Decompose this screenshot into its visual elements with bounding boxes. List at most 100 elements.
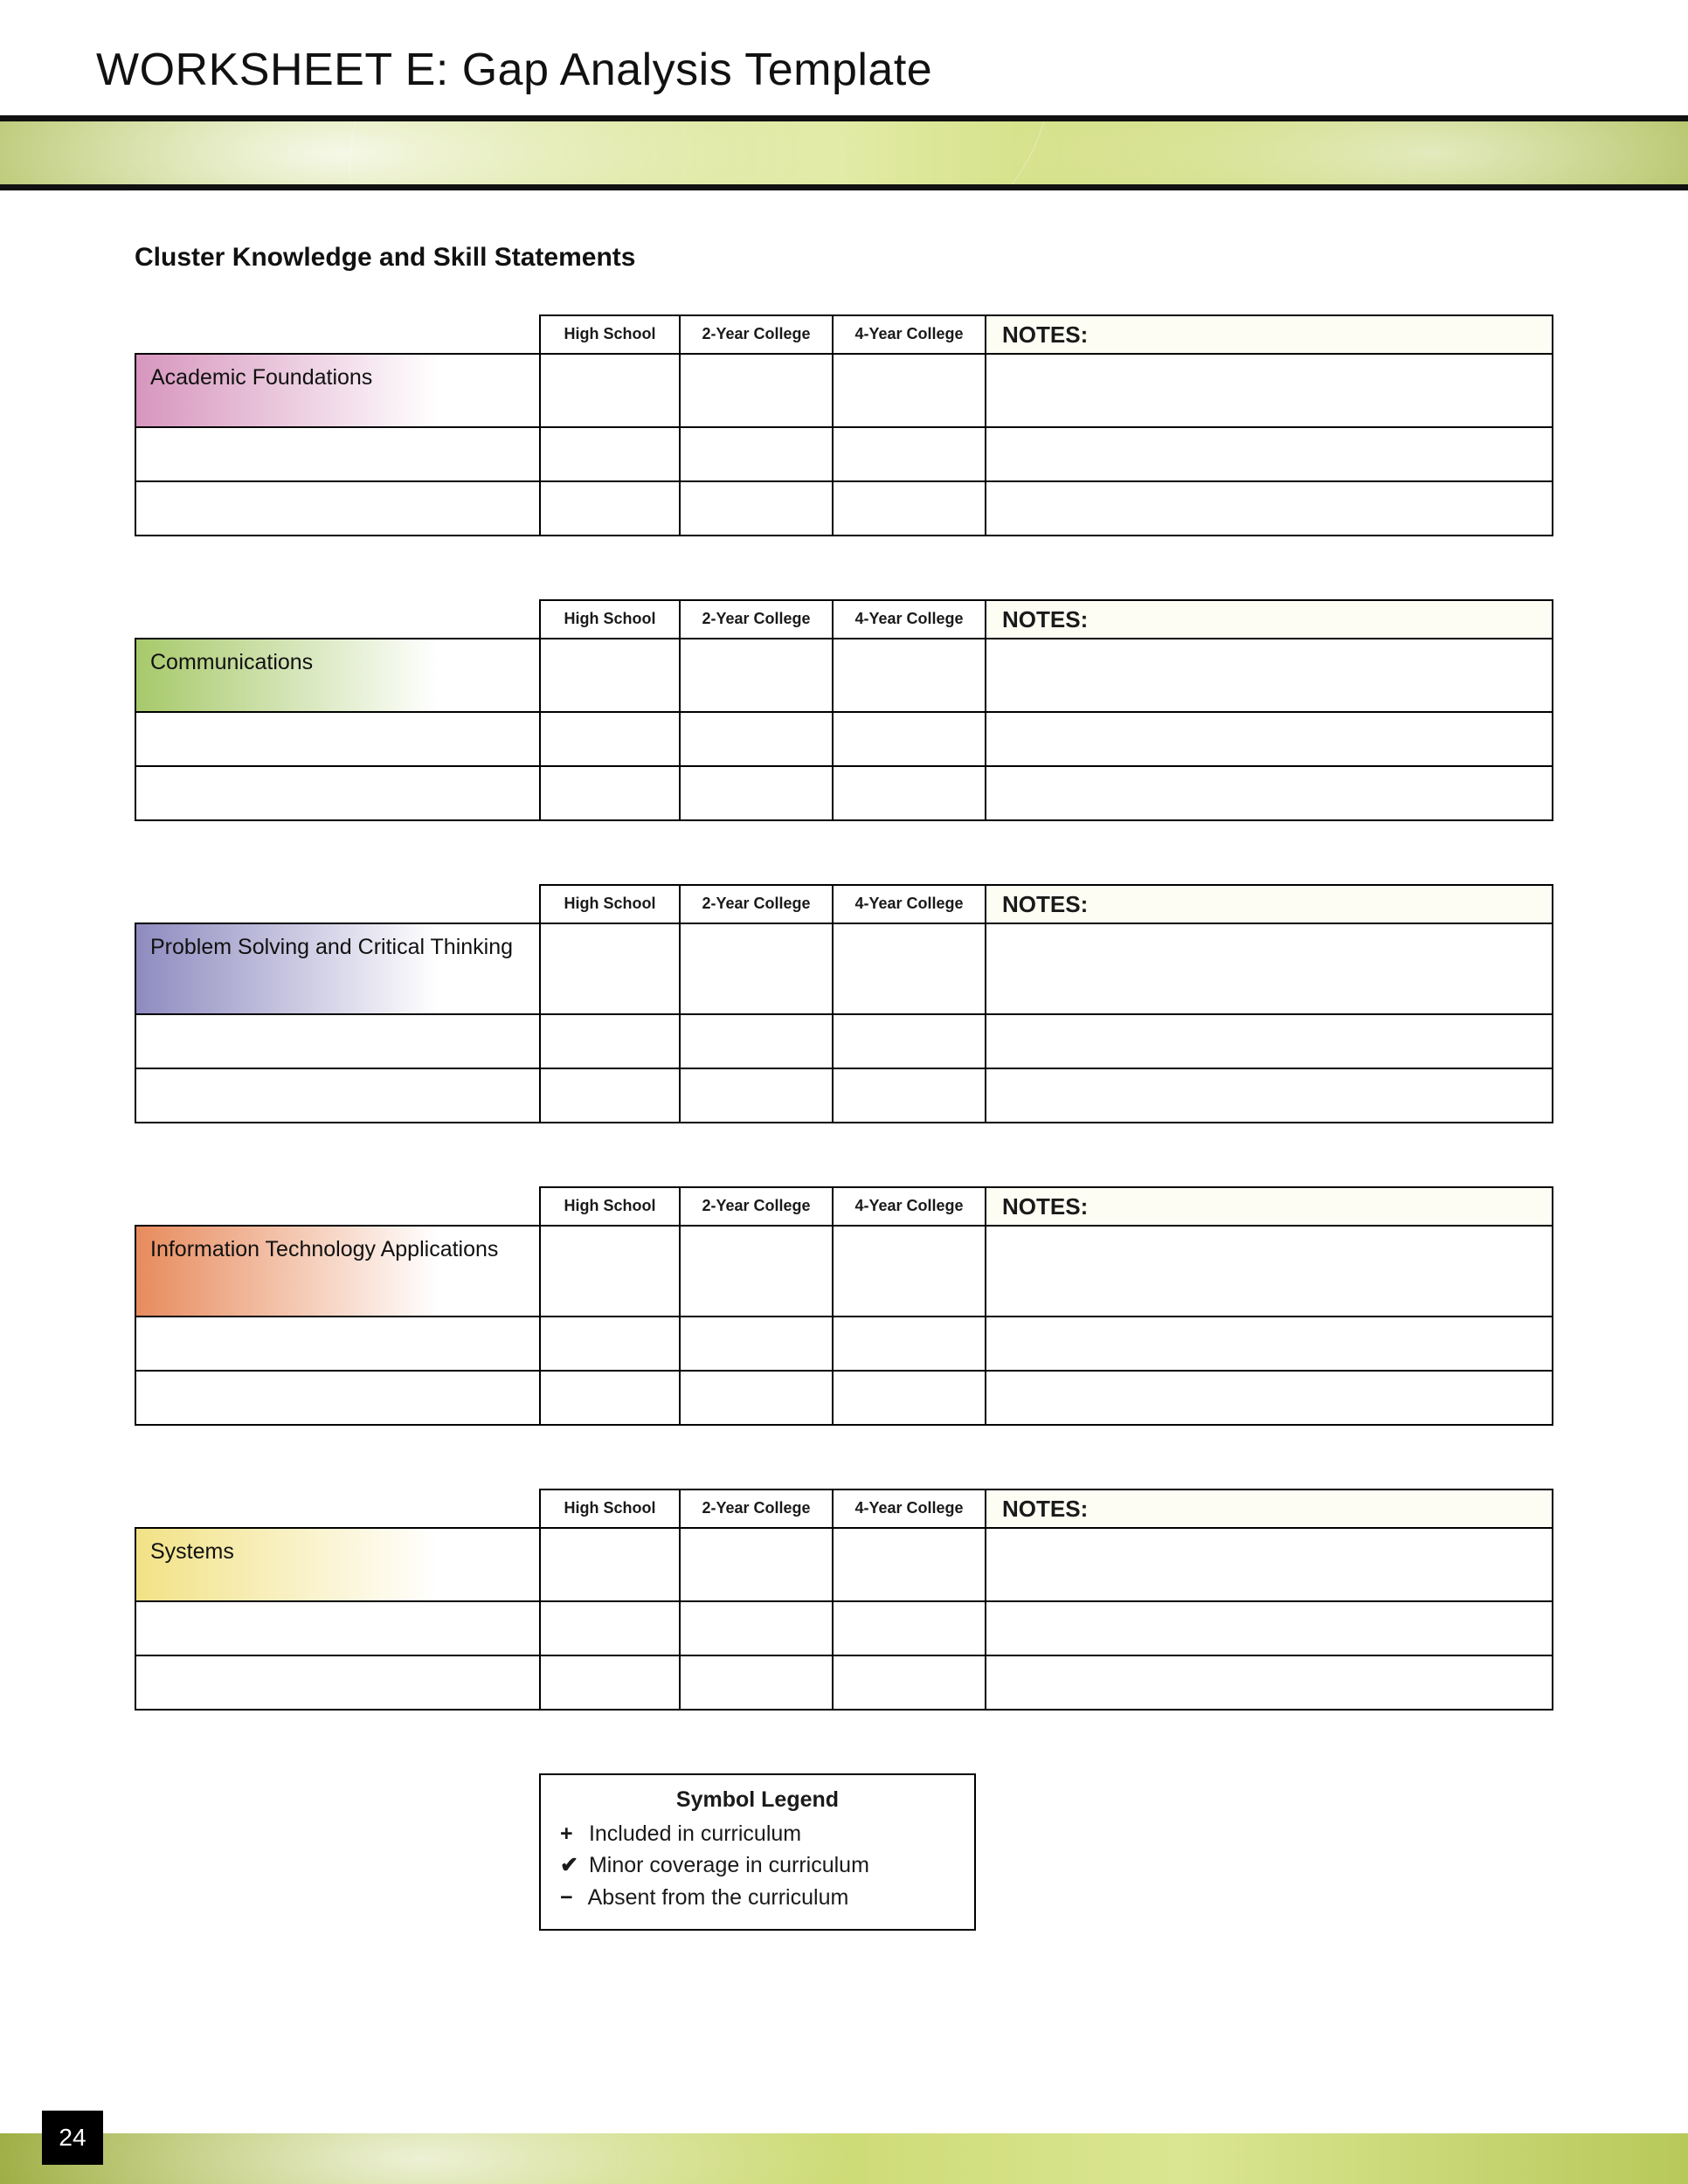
legend-item: ✔ Minor coverage in curriculum: [560, 1849, 955, 1881]
col-header-notes: NOTES:: [986, 885, 1553, 923]
symbol-legend: Symbol Legend + Included in curriculum✔ …: [539, 1773, 976, 1931]
cell: [986, 1317, 1553, 1371]
legend-text: Absent from the curriculum: [588, 1885, 849, 1910]
cell: [680, 1068, 833, 1123]
page-number: 24: [42, 2111, 103, 2165]
category-label: Information Technology Applications: [135, 1226, 540, 1317]
cell: [833, 1317, 986, 1371]
category-label: Problem Solving and Critical Thinking: [135, 923, 540, 1014]
cell: [986, 1528, 1553, 1601]
cell: [540, 1226, 680, 1317]
header-blank: [135, 1489, 540, 1528]
col-header-hs: High School: [540, 1489, 680, 1528]
legend-symbol: ✔: [560, 1849, 583, 1881]
cell: [833, 1014, 986, 1068]
col-header-hs: High School: [540, 315, 680, 354]
section-table: High School2-Year College4-Year CollegeN…: [135, 1489, 1553, 1711]
cell: [833, 639, 986, 712]
cell: [540, 923, 680, 1014]
col-header-hs: High School: [540, 1187, 680, 1226]
cell: [833, 481, 986, 536]
rule-bottom: [0, 184, 1688, 190]
cell: [135, 1068, 540, 1123]
cell: [680, 427, 833, 481]
col-header-hs: High School: [540, 885, 680, 923]
cell: [540, 1655, 680, 1710]
cell: [833, 923, 986, 1014]
cell: [986, 1655, 1553, 1710]
col-header-4y: 4-Year College: [833, 315, 986, 354]
cell: [540, 1371, 680, 1425]
cell: [833, 712, 986, 766]
legend-text: Included in curriculum: [589, 1821, 801, 1846]
cell: [833, 1371, 986, 1425]
col-header-notes: NOTES:: [986, 600, 1553, 639]
legend-symbol: +: [560, 1818, 583, 1849]
col-header-2y: 2-Year College: [680, 600, 833, 639]
cell: [986, 1371, 1553, 1425]
footer-banner: [0, 2133, 1688, 2184]
header-blank: [135, 1187, 540, 1226]
col-header-4y: 4-Year College: [833, 885, 986, 923]
col-header-4y: 4-Year College: [833, 600, 986, 639]
cell: [680, 1655, 833, 1710]
col-header-hs: High School: [540, 600, 680, 639]
rule-top: [0, 115, 1688, 121]
category-label: Systems: [135, 1528, 540, 1601]
cell: [986, 1226, 1553, 1317]
col-header-2y: 2-Year College: [680, 1187, 833, 1226]
worksheet-page: WORKSHEET E: Gap Analysis Template Clust…: [0, 0, 1688, 2184]
cell: [540, 1528, 680, 1601]
cell: [833, 766, 986, 820]
cell: [135, 712, 540, 766]
cell: [986, 481, 1553, 536]
cell: [540, 1068, 680, 1123]
cell: [680, 1371, 833, 1425]
cell: [540, 1601, 680, 1655]
col-header-notes: NOTES:: [986, 1489, 1553, 1528]
cell: [135, 1655, 540, 1710]
cell: [986, 354, 1553, 427]
cell: [833, 1068, 986, 1123]
cell: [680, 1528, 833, 1601]
legend-text: Minor coverage in curriculum: [589, 1853, 869, 1877]
cell: [680, 354, 833, 427]
cell: [833, 354, 986, 427]
col-header-2y: 2-Year College: [680, 885, 833, 923]
cell: [680, 923, 833, 1014]
cell: [680, 1014, 833, 1068]
col-header-2y: 2-Year College: [680, 315, 833, 354]
cell: [540, 639, 680, 712]
col-header-4y: 4-Year College: [833, 1489, 986, 1528]
page-title: WORKSHEET E: Gap Analysis Template: [0, 0, 1688, 115]
cell: [540, 766, 680, 820]
legend-title: Symbol Legend: [560, 1787, 955, 1813]
cell: [680, 1226, 833, 1317]
cell: [680, 639, 833, 712]
cell: [135, 427, 540, 481]
cell: [833, 427, 986, 481]
cell: [540, 712, 680, 766]
subheading: Cluster Knowledge and Skill Statements: [0, 190, 1688, 314]
cell: [680, 481, 833, 536]
section-table: High School2-Year College4-Year CollegeN…: [135, 884, 1553, 1123]
cell: [833, 1601, 986, 1655]
header-blank: [135, 885, 540, 923]
cell: [833, 1528, 986, 1601]
legend-item: + Included in curriculum: [560, 1818, 955, 1849]
cell: [680, 766, 833, 820]
col-header-2y: 2-Year College: [680, 1489, 833, 1528]
col-header-4y: 4-Year College: [833, 1187, 986, 1226]
cell: [680, 1601, 833, 1655]
page-footer: 24: [0, 2133, 1688, 2184]
cell: [540, 427, 680, 481]
cell: [833, 1226, 986, 1317]
cell: [833, 1655, 986, 1710]
section-table: High School2-Year College4-Year CollegeN…: [135, 314, 1553, 536]
col-header-notes: NOTES:: [986, 315, 1553, 354]
legend-symbol: −: [560, 1882, 583, 1913]
category-label: Communications: [135, 639, 540, 712]
cell: [986, 766, 1553, 820]
header-blank: [135, 315, 540, 354]
cell: [135, 1601, 540, 1655]
